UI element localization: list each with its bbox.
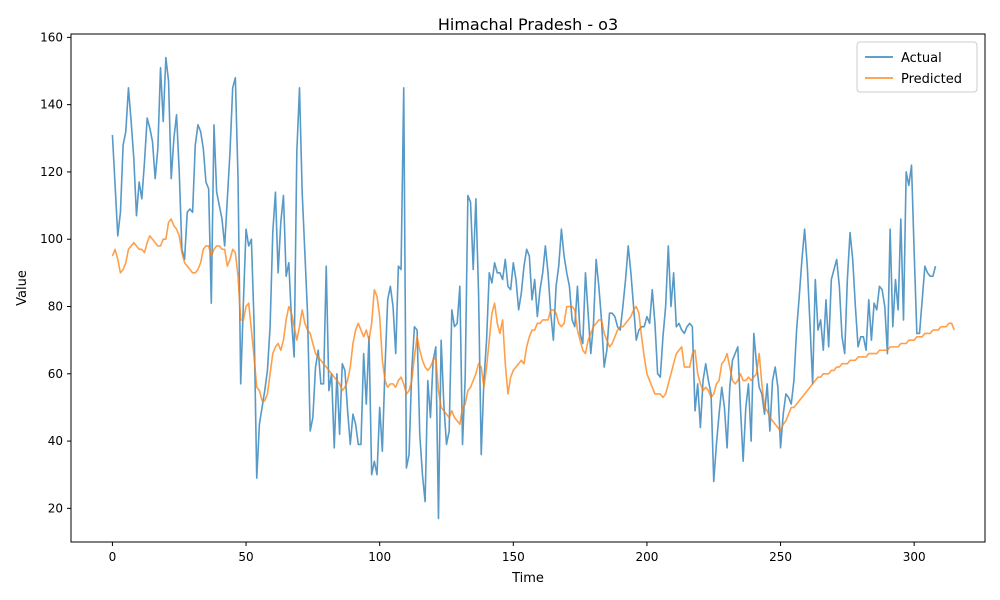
y-tick-label: 60 — [48, 367, 63, 381]
x-tick-label: 200 — [635, 550, 658, 564]
x-tick-label: 250 — [769, 550, 792, 564]
y-tick-label: 80 — [48, 300, 63, 314]
x-tick-label: 100 — [368, 550, 391, 564]
y-tick-label: 140 — [40, 98, 63, 112]
x-tick-label: 50 — [238, 550, 253, 564]
legend-box — [856, 41, 978, 93]
y-axis: 20 40 60 80 100 120 140 160 — [40, 30, 71, 515]
legend-label-predicted: Predicted — [901, 72, 962, 87]
y-tick-label: 120 — [40, 165, 63, 179]
y-tick-label: 20 — [48, 501, 63, 515]
series-line-predicted — [111, 218, 956, 432]
chart-title: Himachal Pradesh - o3 — [438, 15, 618, 34]
x-axis-label: Time — [511, 571, 544, 586]
x-tick-label: 0 — [109, 550, 117, 564]
legend: Actual Predicted — [856, 41, 978, 93]
legend-label-actual: Actual — [901, 51, 942, 66]
y-tick-label: 100 — [40, 232, 63, 246]
x-tick-label: 150 — [502, 550, 525, 564]
plot-area — [111, 56, 956, 520]
y-axis-label: Value — [15, 270, 30, 306]
y-tick-label: 160 — [40, 30, 63, 44]
x-tick-label: 300 — [903, 550, 926, 564]
x-axis: 0 50 100 150 200 250 300 — [109, 542, 926, 564]
plot-frame — [70, 33, 986, 543]
series-line-actual — [111, 56, 937, 520]
y-tick-label: 40 — [48, 434, 63, 448]
